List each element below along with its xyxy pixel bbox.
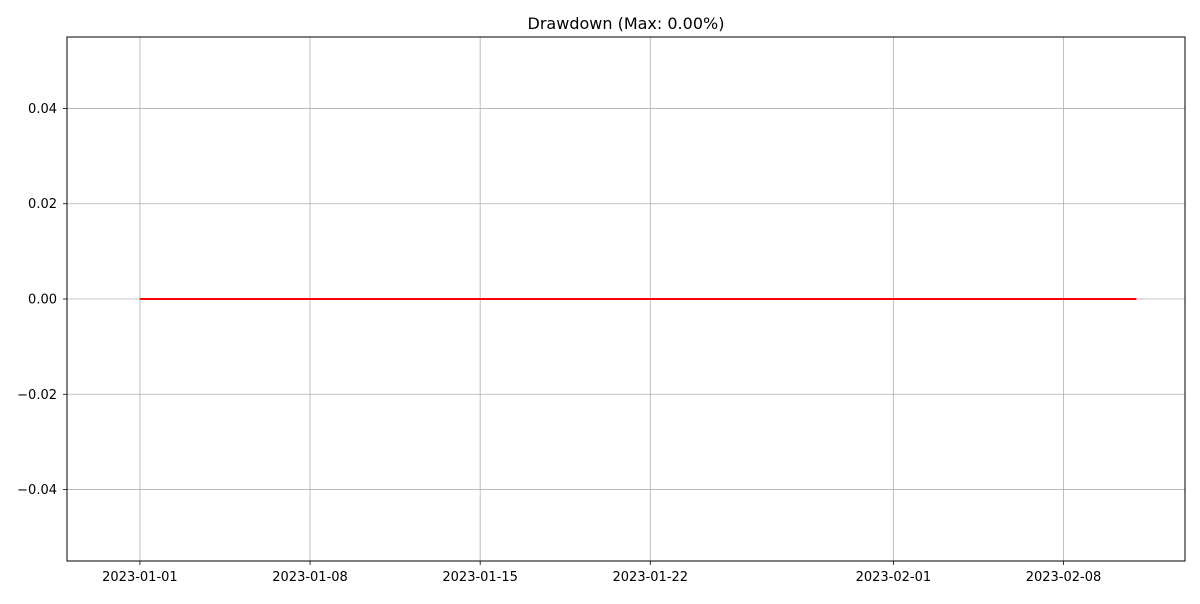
chart-title: Drawdown (Max: 0.00%): [528, 14, 725, 33]
x-tick-label: 2023-01-15: [442, 570, 518, 585]
y-tick-label: 0.02: [28, 197, 57, 212]
y-tick-label: −0.02: [17, 388, 57, 403]
x-tick-label: 2023-01-22: [613, 570, 689, 585]
x-axis: 2023-01-01 2023-01-08 2023-01-15 2023-01-22…: [102, 561, 1101, 585]
y-axis: −0.04 −0.02 0.00 0.02 0.04: [17, 102, 67, 498]
x-tick-label: 2023-02-01: [856, 570, 932, 585]
y-tick-label: 0.00: [28, 293, 57, 308]
x-tick-label: 2023-01-08: [272, 570, 348, 585]
y-tick-label: 0.04: [28, 102, 57, 117]
x-tick-label: 2023-01-01: [102, 570, 178, 585]
x-tick-label: 2023-02-08: [1026, 570, 1102, 585]
y-tick-label: −0.04: [17, 483, 57, 498]
